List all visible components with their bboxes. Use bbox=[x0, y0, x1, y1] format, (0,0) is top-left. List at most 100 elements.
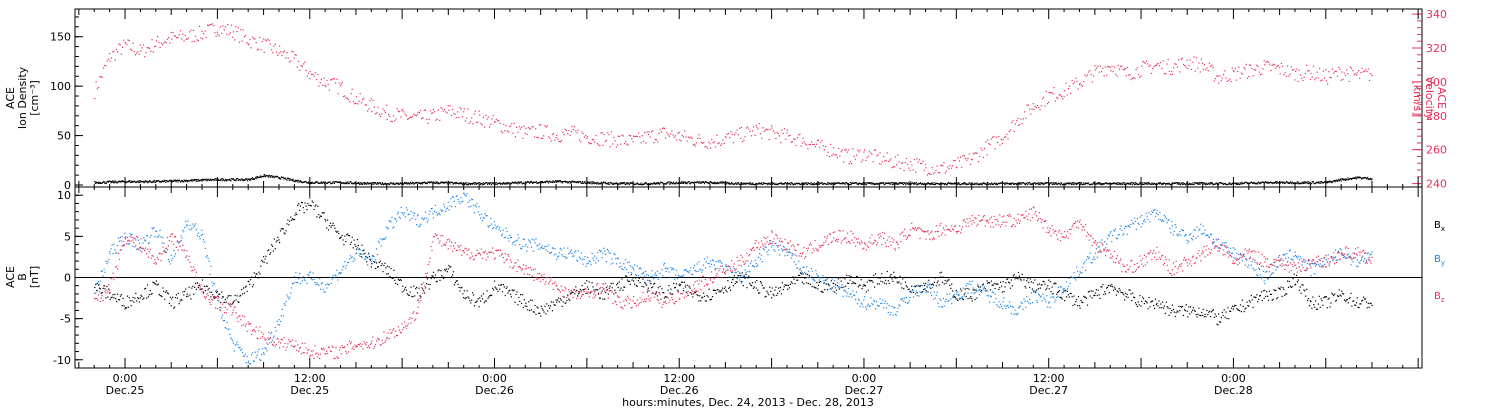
velocity-series-point bbox=[1346, 69, 1348, 71]
ion-density-series-point bbox=[727, 182, 730, 184]
ion-density-series-point bbox=[1327, 182, 1329, 184]
ion-density-series-point bbox=[467, 182, 469, 184]
ion-density-series-point bbox=[925, 183, 927, 185]
velocity-series-point bbox=[332, 78, 334, 80]
series-bx-point bbox=[569, 299, 571, 301]
series-bx-point bbox=[594, 291, 596, 293]
series-by-point bbox=[98, 284, 101, 286]
velocity-series-point bbox=[1052, 93, 1054, 95]
ion-density-series-point bbox=[355, 183, 358, 185]
ion-density-series-point bbox=[980, 182, 982, 185]
series-bx-point bbox=[657, 287, 659, 289]
series-bx-point bbox=[1141, 300, 1143, 302]
velocity-series-point bbox=[359, 92, 361, 95]
series-bx-point bbox=[593, 289, 595, 291]
velocity-series-point bbox=[337, 93, 339, 95]
ion-density-series-point bbox=[434, 182, 436, 185]
series-by-point bbox=[209, 273, 211, 275]
series-bx-point bbox=[637, 280, 639, 282]
series-bx-point bbox=[471, 299, 473, 301]
ion-density-series-point bbox=[1141, 182, 1143, 184]
velocity-series-point bbox=[1291, 69, 1294, 71]
series-bx-point bbox=[721, 289, 723, 291]
velocity-series-point bbox=[989, 144, 991, 146]
series-bx-point bbox=[682, 290, 685, 292]
ion-density-series-point bbox=[896, 183, 898, 185]
velocity-series-point bbox=[389, 115, 391, 117]
series-by-point bbox=[280, 315, 282, 317]
ion-density-series-point bbox=[141, 180, 143, 183]
series-bx-point bbox=[373, 260, 375, 263]
series-bx-point bbox=[799, 274, 801, 276]
series-bx-point bbox=[478, 306, 480, 308]
ion-density-series-point bbox=[1101, 184, 1103, 186]
series-bx-point bbox=[179, 300, 181, 302]
series-bx-point bbox=[109, 298, 111, 301]
velocity-series-point bbox=[625, 141, 627, 143]
ion-density-series-point bbox=[894, 183, 896, 185]
velocity-series-point bbox=[238, 41, 241, 43]
velocity-series-point bbox=[115, 48, 117, 51]
ion-density-series-point bbox=[1064, 184, 1066, 186]
ion-density-series-point bbox=[671, 182, 673, 184]
series-bx-point bbox=[884, 282, 886, 284]
ion-density-series-point bbox=[985, 183, 987, 185]
ion-density-series-point bbox=[1146, 182, 1148, 184]
velocity-series-point bbox=[450, 114, 452, 116]
series-bx-point bbox=[197, 286, 199, 289]
series-bx-point bbox=[1364, 298, 1367, 300]
ion-density-series-point bbox=[1112, 182, 1114, 184]
series-by-point bbox=[180, 235, 182, 237]
series-bx-point bbox=[190, 298, 192, 300]
velocity-series-point bbox=[1270, 69, 1272, 72]
series-bx-point bbox=[426, 278, 428, 280]
ion-density-series-point bbox=[372, 182, 374, 184]
series-bx-point bbox=[1038, 283, 1040, 285]
ion-density-series-point bbox=[1333, 179, 1335, 182]
series-bx-point bbox=[380, 265, 382, 267]
series-bx-point bbox=[1243, 311, 1245, 313]
ion-density-series-point bbox=[628, 184, 630, 186]
series-bx-point bbox=[105, 297, 107, 299]
series-bx-point bbox=[865, 291, 867, 293]
series-by-point bbox=[151, 227, 153, 229]
series-bx-point bbox=[1149, 306, 1151, 308]
series-bx-point bbox=[400, 279, 402, 281]
velocity-series-point bbox=[1259, 73, 1262, 76]
ion-density-series-point bbox=[1342, 178, 1344, 180]
ion-density-series-point bbox=[171, 179, 173, 182]
ion-density-series-point bbox=[206, 180, 208, 182]
series-by-point bbox=[135, 239, 137, 241]
velocity-series-point bbox=[151, 39, 153, 41]
ion-density-series-point bbox=[824, 182, 826, 185]
series-bx-point bbox=[547, 310, 549, 312]
ion-density-series-point bbox=[639, 183, 641, 185]
velocity-series-point bbox=[1340, 79, 1342, 81]
series-bx-point bbox=[436, 280, 438, 282]
velocity-series-point bbox=[726, 133, 728, 135]
velocity-series-point bbox=[524, 132, 526, 134]
bottom-series-group bbox=[94, 192, 1373, 365]
series-bx-point bbox=[1331, 292, 1333, 294]
velocity-series-point bbox=[1320, 80, 1322, 82]
velocity-series-point bbox=[1032, 103, 1034, 105]
ion-density-series-point bbox=[1304, 181, 1306, 183]
series-bx-point bbox=[730, 289, 732, 291]
series-bx-point bbox=[1229, 310, 1231, 312]
velocity-series-point bbox=[1058, 94, 1060, 96]
ion-density-series-point bbox=[180, 181, 182, 183]
series-bx-point bbox=[743, 275, 745, 277]
velocity-series-point bbox=[441, 108, 443, 110]
series-bx-point bbox=[1334, 293, 1336, 295]
ion-density-series-point bbox=[1008, 182, 1010, 184]
ion-density-series-point bbox=[1280, 181, 1282, 183]
ion-density-series-point bbox=[201, 180, 203, 182]
series-bx-point bbox=[225, 301, 227, 303]
ion-density-series-point bbox=[1366, 178, 1368, 180]
ion-density-series-point bbox=[492, 182, 494, 184]
series-bx-point bbox=[1059, 296, 1061, 298]
series-by-point bbox=[145, 240, 147, 242]
series-by-point bbox=[254, 351, 256, 353]
ion-density-series-point bbox=[779, 182, 781, 184]
ion-density-series-point bbox=[751, 182, 754, 184]
